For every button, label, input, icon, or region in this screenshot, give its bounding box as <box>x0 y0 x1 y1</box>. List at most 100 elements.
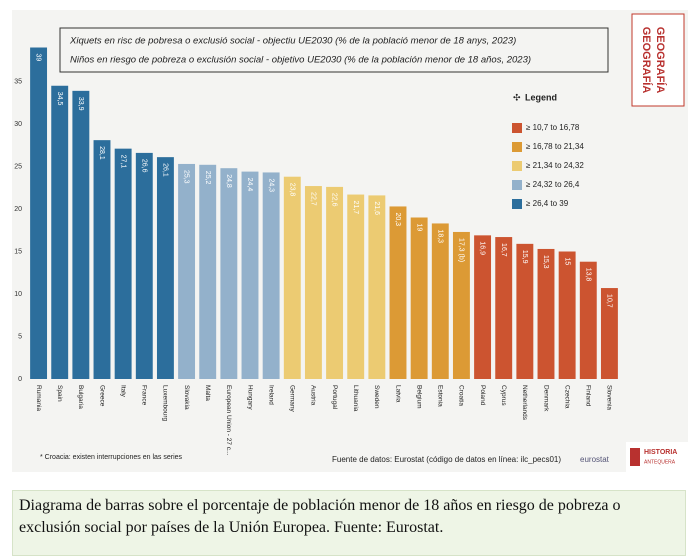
brand-text: HISTORIA <box>644 449 677 456</box>
x-tick-label: Sweden <box>373 385 380 409</box>
x-tick-label: Spain <box>56 385 63 402</box>
bar <box>474 235 492 379</box>
legend-label: ≥ 26,4 to 39 <box>526 199 569 208</box>
x-tick-label: Bulgaria <box>77 385 84 409</box>
bar <box>326 186 344 379</box>
x-tick-label: Rumania <box>35 385 42 411</box>
x-tick-label: Austria <box>310 385 317 406</box>
legend-swatch <box>512 199 522 209</box>
legend-label: ≥ 21,34 to 24,32 <box>526 161 584 170</box>
bar <box>72 90 90 379</box>
legend-swatch <box>512 142 522 152</box>
chart-title: Xiquets en risc de pobresa o exclusió so… <box>69 36 516 47</box>
value-label: 28,1 <box>98 146 105 160</box>
value-label: 20,3 <box>394 212 401 226</box>
x-tick-label: Latvia <box>394 385 401 403</box>
x-tick-label: European Union - 27 c... <box>225 385 232 456</box>
value-label: 33,9 <box>77 97 84 111</box>
bar <box>178 163 196 379</box>
bar <box>579 261 597 379</box>
bar <box>135 152 153 379</box>
x-tick-label: Portugal <box>331 385 338 410</box>
x-tick-label: Slovakia <box>183 385 190 410</box>
value-label: 21,6 <box>373 201 380 215</box>
x-tick-label: Netherlands <box>521 385 528 421</box>
logo-box <box>631 13 685 107</box>
x-tick-label: Cyprus <box>500 385 507 406</box>
value-label: 22,7 <box>310 192 317 206</box>
bar <box>495 237 513 379</box>
x-tick-label: Greece <box>98 385 105 407</box>
value-label: 24,3 <box>267 178 274 192</box>
source: Fuente de datos: Eurostat (código de dat… <box>332 455 561 464</box>
brand-icon <box>630 448 640 466</box>
bar <box>30 47 48 379</box>
bar <box>51 85 69 379</box>
bar <box>347 194 365 379</box>
bar <box>156 157 174 379</box>
title-box <box>59 27 609 73</box>
value-label: 39 <box>35 54 42 62</box>
x-tick-label: Finland <box>585 385 592 407</box>
x-tick-label: Germany <box>289 385 296 412</box>
value-label: 26,6 <box>140 159 147 173</box>
x-tick-label: Slovenia <box>606 385 613 410</box>
legend-swatch <box>512 180 522 190</box>
value-label: 25,2 <box>204 171 211 185</box>
value-label: 16,7 <box>500 243 507 257</box>
y-tick-label: 20 <box>14 206 22 213</box>
x-tick-label: Poland <box>479 385 486 406</box>
legend-swatch <box>512 161 522 171</box>
y-tick-label: 5 <box>18 333 22 340</box>
bar <box>114 148 132 379</box>
value-label: 24,8 <box>225 174 232 188</box>
value-label: 22,6 <box>331 193 338 207</box>
value-label: 26,1 <box>162 163 169 177</box>
legend-label: ≥ 24,32 to 26,4 <box>526 180 580 189</box>
bar <box>262 172 280 379</box>
x-tick-label: Belgium <box>415 385 422 408</box>
bar <box>537 248 555 379</box>
x-tick-label: France <box>141 385 148 406</box>
chart-title: Niños en riesgo de pobreza o exclusión s… <box>70 55 531 66</box>
bar <box>93 140 111 379</box>
value-label: 18,3 <box>436 229 443 243</box>
value-label: 10,7 <box>606 294 613 308</box>
x-tick-label: Croatia <box>458 385 465 406</box>
value-label: 19 <box>415 224 422 232</box>
source-logo: eurostat <box>580 455 610 464</box>
y-tick-label: 0 <box>18 376 22 383</box>
x-tick-label: Lithuania <box>352 385 359 412</box>
value-label: 34,5 <box>56 92 63 106</box>
x-tick-label: Luxembourg <box>162 385 169 422</box>
y-tick-label: 25 <box>14 163 22 170</box>
bar <box>241 171 259 379</box>
legend-title: Legend <box>525 92 557 102</box>
bar <box>410 217 428 379</box>
bar <box>199 164 217 379</box>
x-tick-label: Estonia <box>437 385 444 407</box>
legend-label: ≥ 16,78 to 21,34 <box>526 142 584 151</box>
bar <box>368 195 386 379</box>
value-label: 15,3 <box>542 255 549 269</box>
bar <box>283 176 301 379</box>
legend-swatch <box>512 123 522 133</box>
logo-text: GEOGRAFÍA <box>654 27 667 94</box>
x-tick-label: Denmark <box>542 385 549 412</box>
value-label: 15 <box>563 258 570 266</box>
x-tick-label: Hungary <box>246 385 253 410</box>
value-label: 16,9 <box>479 241 486 255</box>
value-label: 21,7 <box>352 201 359 215</box>
legend-label: ≥ 10,7 to 16,78 <box>526 123 580 132</box>
y-tick-label: 35 <box>14 78 22 85</box>
y-tick-label: 30 <box>14 121 22 128</box>
value-label: 15,9 <box>521 250 528 264</box>
y-tick-label: 10 <box>14 291 22 298</box>
legend-icon: ✣ <box>513 92 521 102</box>
value-label: 27,1 <box>119 155 126 169</box>
x-tick-label: Malta <box>204 385 211 401</box>
footnote: * Croacia: existen interrupciones en las… <box>40 454 183 461</box>
bar <box>452 231 470 379</box>
chart: Xiquets en risc de pobresa o exclusió so… <box>12 10 688 472</box>
